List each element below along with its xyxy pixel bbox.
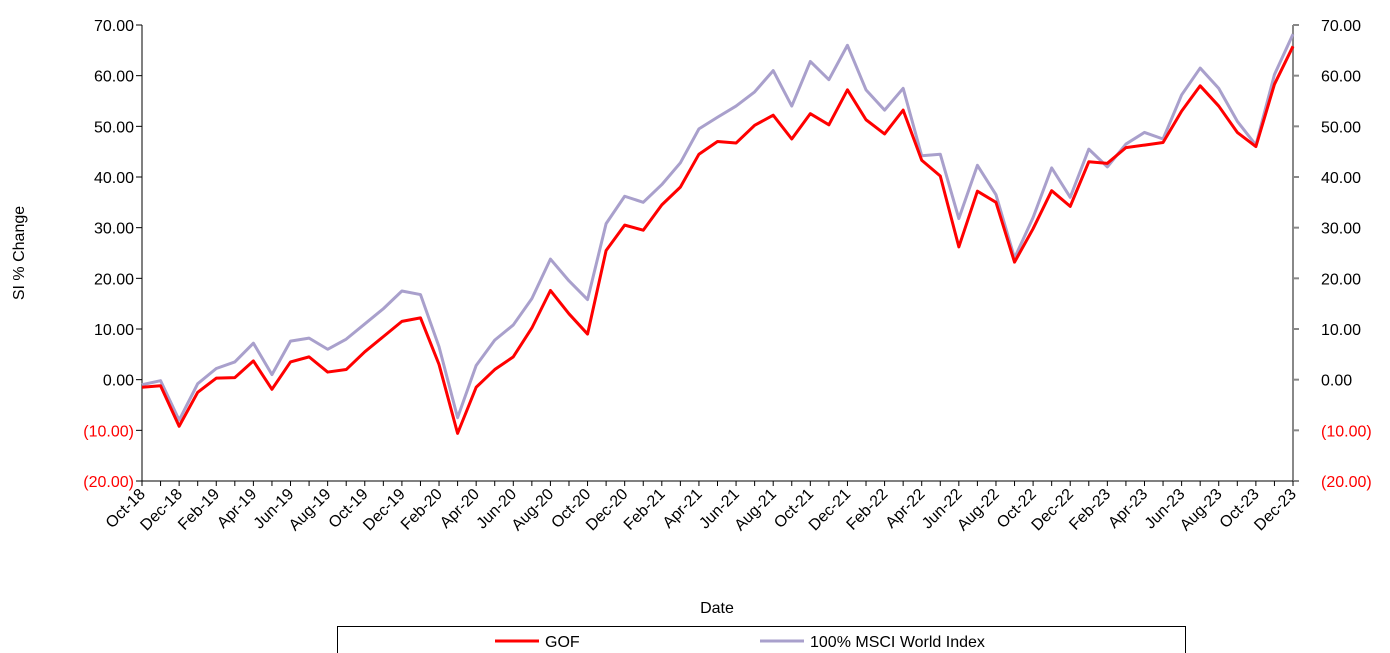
y-tick-label: 50.00 [94,119,134,136]
y-tick-label: 0.00 [103,373,134,390]
y2-tick-label: 10.00 [1321,322,1361,339]
y-tick-label: 20.00 [94,271,134,288]
y-axis-title: SI % Change [11,206,28,300]
x-tick-label: Aug-21 [732,486,781,535]
x-tick-label: Dec-23 [1251,486,1300,535]
x-tick-label: Apr-20 [437,486,483,532]
x-tick-label: Dec-22 [1029,486,1078,535]
y-tick-label: 30.00 [94,221,134,238]
x-tick-label: Aug-23 [1177,486,1226,535]
x-tick-label: Dec-19 [360,486,409,535]
y2-tick-label: 40.00 [1321,170,1361,187]
x-tick-label: Apr-23 [1105,486,1151,532]
x-tick-label: Feb-21 [621,486,669,534]
y2-tick-label: 30.00 [1321,221,1361,238]
x-tick-label: Aug-19 [286,486,335,535]
x-tick-label: Aug-22 [954,486,1003,535]
y-tick-label: (10.00) [83,423,134,440]
x-tick-label: Dec-21 [806,486,855,535]
y2-tick-label: 0.00 [1321,373,1352,390]
x-tick-label: Feb-19 [175,486,223,534]
legend-label: 100% MSCI World Index [810,634,985,651]
y2-tick-label: 60.00 [1321,69,1361,86]
y2-tick-label: 20.00 [1321,271,1361,288]
y2-tick-label: 50.00 [1321,119,1361,136]
x-tick-label: Apr-22 [883,486,929,532]
y-tick-label: 10.00 [94,322,134,339]
y-tick-label: 70.00 [94,18,134,35]
x-tick-label: Dec-20 [583,486,632,535]
x-tick-label: Feb-20 [398,486,446,534]
y-tick-label: 40.00 [94,170,134,187]
x-axis-title: Date [700,600,734,617]
x-tick-label: Feb-23 [1066,486,1114,534]
y-tick-label: 60.00 [94,69,134,86]
y-tick-label: (20.00) [83,474,134,491]
y2-tick-label: (20.00) [1321,474,1372,491]
x-tick-label: Apr-21 [660,486,706,532]
y2-tick-label: (10.00) [1321,423,1372,440]
legend-label: GOF [545,634,580,651]
series-line [141,45,1295,435]
y2-tick-label: 70.00 [1321,18,1361,35]
x-tick-label: Dec-18 [137,486,186,535]
x-tick-label: Aug-20 [509,486,558,535]
x-tick-label: Feb-22 [844,486,892,534]
series-line [141,33,1295,422]
x-tick-label: Apr-19 [214,486,260,532]
